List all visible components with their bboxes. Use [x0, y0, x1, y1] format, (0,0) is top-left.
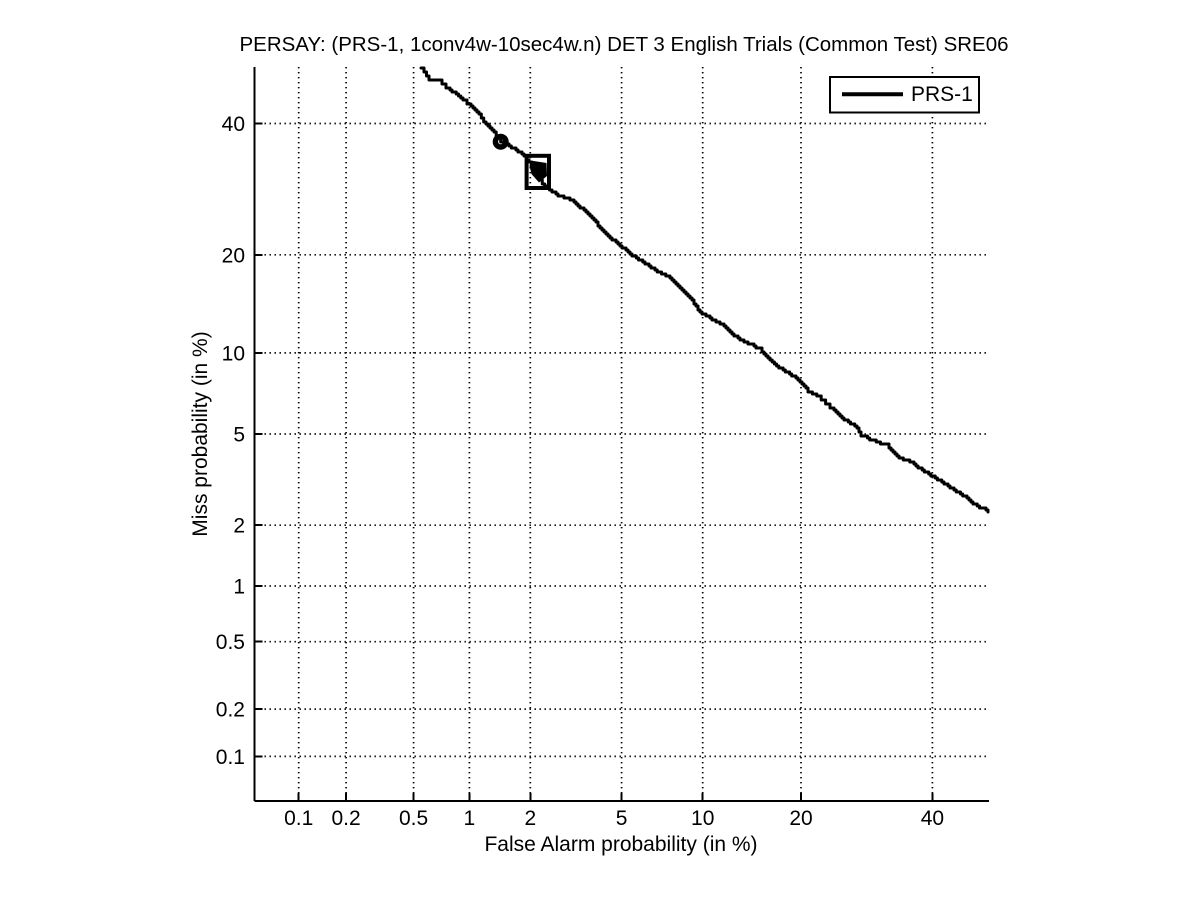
- svg-text:0.2: 0.2: [216, 699, 245, 722]
- svg-text:0.1: 0.1: [216, 746, 245, 769]
- svg-text:0.1: 0.1: [284, 807, 313, 830]
- svg-text:1: 1: [464, 807, 476, 830]
- svg-text:0.5: 0.5: [399, 807, 428, 830]
- svg-text:False Alarm probability (in %): False Alarm probability (in %): [484, 833, 757, 856]
- svg-text:2: 2: [524, 807, 536, 830]
- svg-text:20: 20: [222, 244, 245, 267]
- svg-text:PERSAY: (PRS-1, 1conv4w-10sec4: PERSAY: (PRS-1, 1conv4w-10sec4w.n) DET 3…: [239, 33, 1008, 56]
- svg-text:20: 20: [789, 807, 812, 830]
- svg-text:40: 40: [222, 113, 245, 136]
- svg-text:PRS-1: PRS-1: [911, 83, 973, 106]
- svg-text:5: 5: [233, 424, 245, 447]
- svg-text:5: 5: [616, 807, 628, 830]
- svg-text:1: 1: [233, 576, 245, 599]
- svg-text:10: 10: [691, 807, 714, 830]
- svg-text:2: 2: [233, 515, 245, 538]
- svg-text:Miss probability (in %): Miss probability (in %): [189, 331, 212, 536]
- svg-text:40: 40: [921, 807, 944, 830]
- svg-text:10: 10: [222, 342, 245, 365]
- svg-text:0.2: 0.2: [331, 807, 360, 830]
- svg-text:0.5: 0.5: [216, 631, 245, 654]
